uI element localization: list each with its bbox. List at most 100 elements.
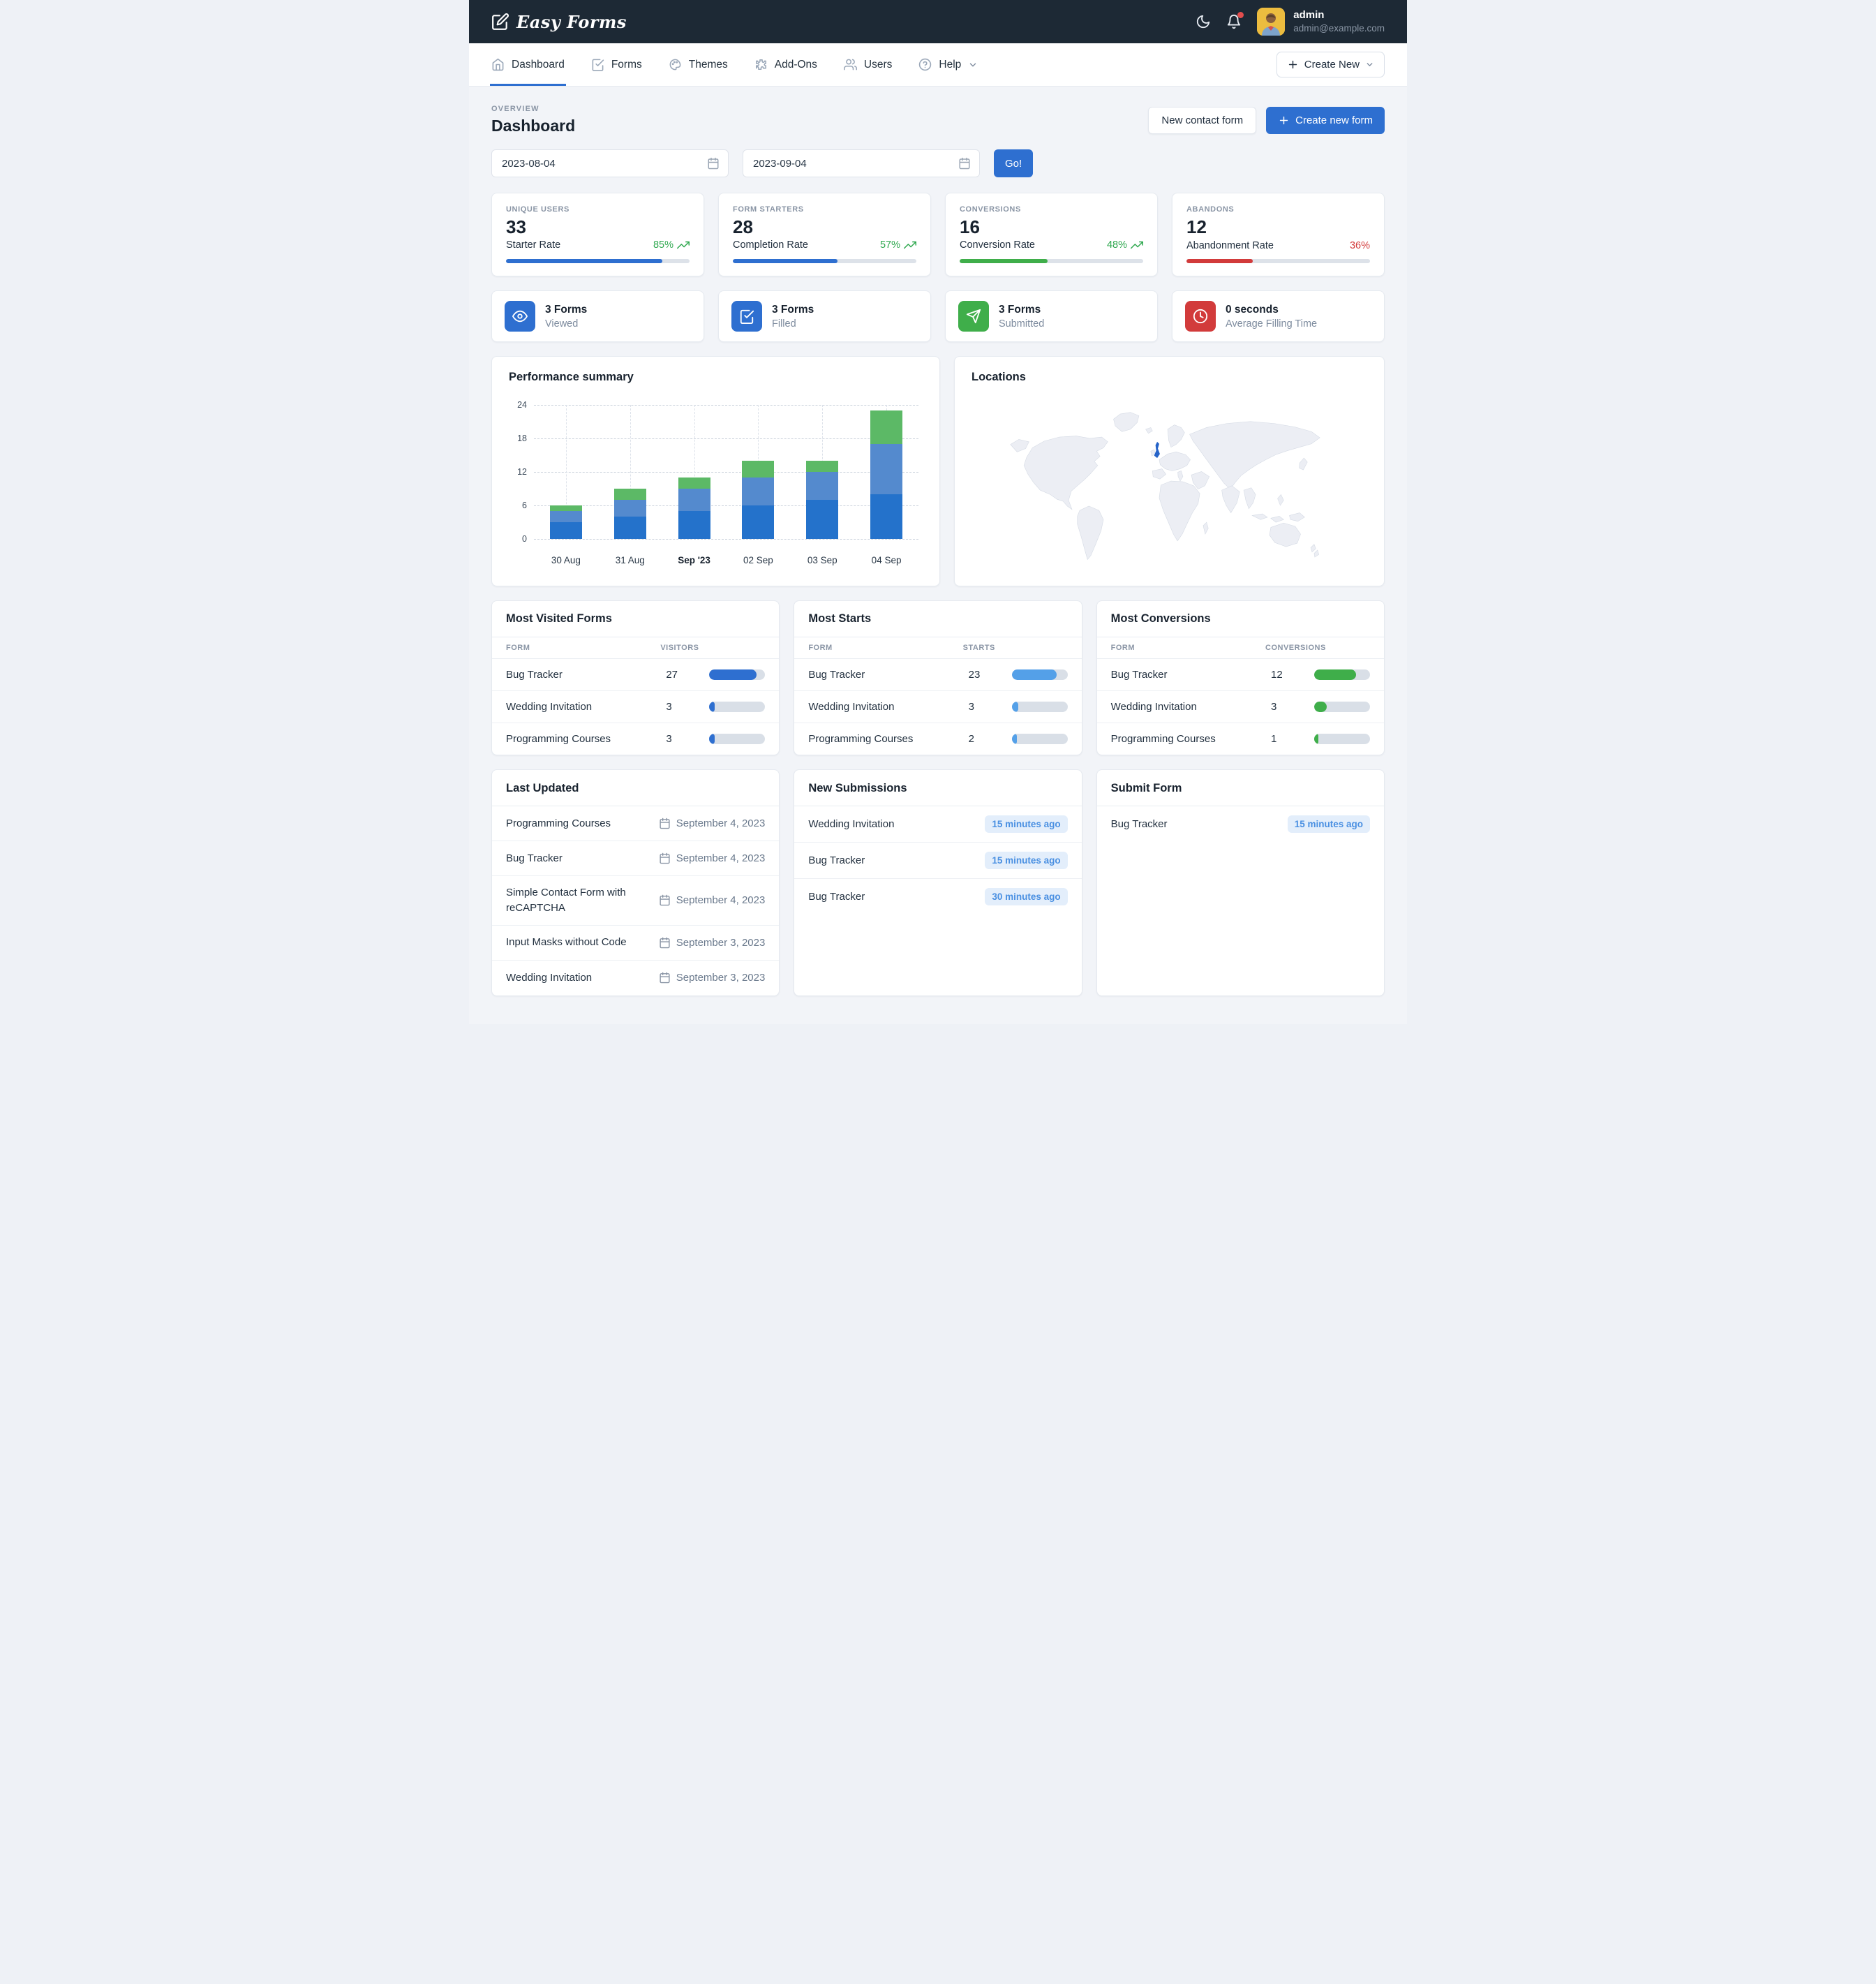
form-name: Programming Courses: [1110, 733, 1216, 745]
user-name: admin: [1293, 9, 1325, 22]
x-axis-label: Sep '23: [678, 555, 710, 565]
progress-fill: [733, 259, 838, 263]
puzzle-icon: [754, 58, 768, 71]
avatar: [1257, 8, 1286, 36]
x-axis-label: 04 Sep: [871, 555, 902, 565]
dark-mode-toggle[interactable]: [1196, 14, 1211, 29]
time-ago-badge[interactable]: 15 minutes ago: [985, 815, 1068, 833]
list-item: Programming Courses September 4, 2023: [492, 806, 780, 841]
bar-fill: [709, 734, 715, 744]
nav-item-themes[interactable]: Themes: [669, 43, 728, 86]
calendar-icon: [659, 894, 671, 906]
create-new-form-button[interactable]: Create new form: [1266, 106, 1385, 134]
map-italy: [1177, 471, 1184, 482]
stat-card-abandons: ABANDONS 12 Abandonment Rate 36%: [1172, 193, 1385, 276]
nav-item-dashboard[interactable]: Dashboard: [490, 43, 566, 86]
bar-fill: [709, 702, 715, 712]
form-value: 23: [968, 669, 981, 681]
segment-medium-blue: [549, 511, 582, 522]
calendar-icon: [659, 817, 671, 829]
end-date-input[interactable]: [753, 157, 958, 170]
locations-title: Locations: [972, 371, 1026, 383]
form-name: Bug Tracker: [506, 669, 563, 681]
chart-title: Performance summary: [509, 371, 634, 383]
create-new-button[interactable]: Create New: [1276, 52, 1385, 77]
list-item: Input Masks without Code September 3, 20…: [492, 926, 780, 961]
gridline: [534, 472, 918, 473]
progress-fill: [960, 259, 1048, 263]
go-button[interactable]: Go!: [994, 149, 1034, 177]
progress-fill: [1186, 259, 1253, 263]
bar-track: [709, 669, 766, 680]
rate-label: Starter Rate: [506, 239, 561, 251]
info-card-average-filling-time: 0 seconds Average Filling Time: [1172, 290, 1385, 342]
table-row: Bug Tracker 27: [492, 659, 780, 691]
rate-value: 57%: [879, 239, 900, 251]
check-square-icon: [731, 301, 762, 332]
map-united-kingdom-highlighted: [1154, 441, 1160, 459]
info-card-forms-viewed: 3 Forms Viewed: [491, 290, 704, 342]
form-name: Wedding Invitation: [1110, 701, 1197, 713]
map-greenland: [1113, 412, 1140, 432]
page-title: Dashboard: [491, 117, 576, 135]
list-item: Bug Tracker 15 minutes ago: [794, 843, 1082, 879]
map-se-asia: [1243, 487, 1256, 510]
bar-fill: [1011, 702, 1019, 712]
notifications-button[interactable]: [1226, 12, 1244, 29]
nav-item-users[interactable]: Users: [843, 43, 892, 86]
new-contact-form-button[interactable]: New contact form: [1148, 106, 1257, 134]
map-indonesia-east: [1270, 516, 1284, 523]
stacked-bar: [678, 478, 710, 539]
stacked-bar: [806, 461, 839, 539]
list-item: Bug Tracker September 4, 2023: [492, 841, 780, 876]
nav-label: Add-Ons: [774, 58, 817, 71]
stat-card-unique-users: UNIQUE USERS 33 Starter Rate 85%: [491, 193, 704, 276]
user-menu[interactable]: admin admin@example.com: [1257, 8, 1385, 36]
segment-medium-blue: [870, 444, 903, 494]
home-icon: [491, 58, 505, 71]
time-ago-badge[interactable]: 15 minutes ago: [985, 852, 1068, 869]
trending-up-icon: [1131, 239, 1143, 251]
form-name: Simple Contact Form with reCAPTCHA: [506, 887, 626, 914]
calendar-icon: [659, 852, 671, 864]
gridline: [534, 539, 918, 540]
moon-icon: [1196, 14, 1211, 29]
time-ago-badge[interactable]: 15 minutes ago: [1287, 815, 1370, 833]
segment-medium-blue: [806, 472, 839, 500]
form-value: 2: [968, 733, 974, 745]
page-kicker: OVERVIEW: [491, 105, 539, 113]
brand-logo[interactable]: Easy Forms: [491, 12, 627, 32]
bar-track: [1011, 669, 1068, 680]
create-new-label: Create New: [1304, 59, 1360, 71]
start-date-field[interactable]: [491, 149, 729, 177]
segment-dark-blue: [549, 522, 582, 539]
nav-item-help[interactable]: Help: [918, 43, 978, 86]
segment-medium-blue: [613, 500, 646, 517]
map-europe: [1159, 452, 1191, 471]
info-label: Viewed: [545, 318, 579, 330]
column-header-starts: STARTS: [962, 644, 995, 652]
stat-card-form-starters: FORM STARTERS 28 Completion Rate 57%: [718, 193, 931, 276]
start-date-input[interactable]: [502, 157, 707, 170]
end-date-field[interactable]: [743, 149, 980, 177]
nav-item-forms[interactable]: Forms: [591, 43, 642, 86]
time-ago-badge[interactable]: 30 minutes ago: [985, 888, 1068, 905]
gridline: [534, 405, 918, 406]
bar-fill: [1011, 734, 1017, 744]
clock-icon: [1185, 301, 1216, 332]
x-axis-label: 02 Sep: [743, 555, 773, 565]
list-title: Submit Form: [1096, 770, 1384, 806]
list-item: Bug Tracker 15 minutes ago: [1097, 806, 1384, 842]
info-value: 3 Forms: [999, 303, 1041, 316]
map-new-zealand: [1310, 544, 1316, 553]
chevron-down-icon: [1365, 60, 1374, 69]
y-axis-tick: 12: [517, 467, 527, 477]
stat-label: UNIQUE USERS: [506, 205, 570, 214]
calendar-icon: [707, 157, 720, 170]
form-name: Programming Courses: [506, 817, 611, 829]
gridline: [534, 505, 918, 506]
bar-track: [1314, 734, 1370, 744]
map-new-guinea: [1289, 512, 1305, 522]
most-starts-card: Most Starts FORM STARTS Bug Tracker 23 W…: [794, 600, 1082, 755]
nav-item-add-ons[interactable]: Add-Ons: [754, 43, 817, 86]
